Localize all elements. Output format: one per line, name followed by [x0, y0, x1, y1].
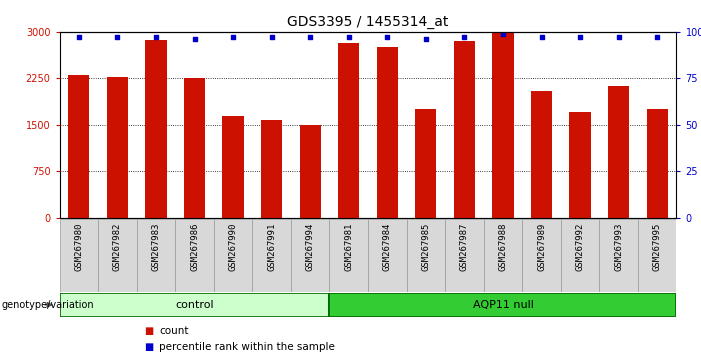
Bar — [145, 40, 167, 218]
Bar — [376, 47, 398, 218]
Text: ■: ■ — [144, 342, 153, 352]
Bar — [484, 219, 522, 292]
Point — [227, 35, 238, 40]
Text: GSM267995: GSM267995 — [653, 222, 662, 271]
Bar — [214, 219, 252, 292]
Text: GSM267986: GSM267986 — [190, 222, 199, 271]
Bar — [60, 293, 329, 317]
Text: GSM267982: GSM267982 — [113, 222, 122, 271]
Bar — [252, 219, 291, 292]
Text: AQP11 null: AQP11 null — [472, 300, 533, 310]
Point — [304, 35, 315, 40]
Text: percentile rank within the sample: percentile rank within the sample — [159, 342, 335, 352]
Bar — [646, 109, 668, 218]
Text: count: count — [159, 326, 189, 336]
Point — [266, 35, 278, 40]
Bar — [368, 219, 407, 292]
Text: GSM267980: GSM267980 — [74, 222, 83, 271]
Bar — [329, 219, 368, 292]
Bar — [175, 219, 214, 292]
Bar — [98, 219, 137, 292]
Text: GSM267984: GSM267984 — [383, 222, 392, 271]
Text: genotype/variation: genotype/variation — [1, 300, 94, 310]
Bar — [184, 78, 205, 218]
Text: GSM267992: GSM267992 — [576, 222, 585, 271]
Text: GSM267985: GSM267985 — [421, 222, 430, 271]
Bar — [299, 125, 321, 218]
Point — [74, 35, 84, 40]
Point — [613, 35, 624, 40]
Text: control: control — [175, 300, 214, 310]
Bar — [569, 113, 591, 218]
Bar — [137, 219, 175, 292]
Bar — [522, 219, 561, 292]
Bar — [222, 116, 244, 218]
Text: GSM267981: GSM267981 — [344, 222, 353, 271]
Text: GSM267987: GSM267987 — [460, 222, 469, 271]
Bar — [407, 219, 445, 292]
Bar — [60, 219, 98, 292]
Bar — [107, 77, 128, 218]
Bar — [68, 75, 90, 218]
Bar — [445, 219, 484, 292]
Bar — [608, 86, 629, 218]
Text: GSM267991: GSM267991 — [267, 222, 276, 271]
Bar — [454, 41, 475, 218]
Point — [189, 36, 200, 42]
Text: ■: ■ — [144, 326, 153, 336]
Bar — [492, 33, 514, 218]
Point — [343, 35, 354, 40]
Text: GSM267988: GSM267988 — [498, 222, 508, 271]
Title: GDS3395 / 1455314_at: GDS3395 / 1455314_at — [287, 16, 449, 29]
Point — [652, 35, 663, 40]
Bar — [261, 120, 283, 218]
Bar — [561, 219, 599, 292]
Text: GSM267994: GSM267994 — [306, 222, 315, 271]
Bar — [638, 219, 676, 292]
Point — [536, 35, 547, 40]
Point — [459, 35, 470, 40]
Point — [111, 35, 123, 40]
Bar — [291, 219, 329, 292]
Text: GSM267990: GSM267990 — [229, 222, 238, 271]
Bar — [531, 91, 552, 218]
Text: GSM267993: GSM267993 — [614, 222, 623, 271]
Bar — [338, 43, 360, 218]
Text: GSM267989: GSM267989 — [537, 222, 546, 271]
Point — [150, 35, 161, 40]
Bar — [415, 109, 437, 218]
Point — [381, 35, 393, 40]
Point — [421, 36, 432, 42]
Bar — [599, 219, 638, 292]
Bar — [329, 293, 676, 317]
Point — [498, 31, 509, 36]
Text: GSM267983: GSM267983 — [151, 222, 161, 271]
Point — [575, 35, 586, 40]
